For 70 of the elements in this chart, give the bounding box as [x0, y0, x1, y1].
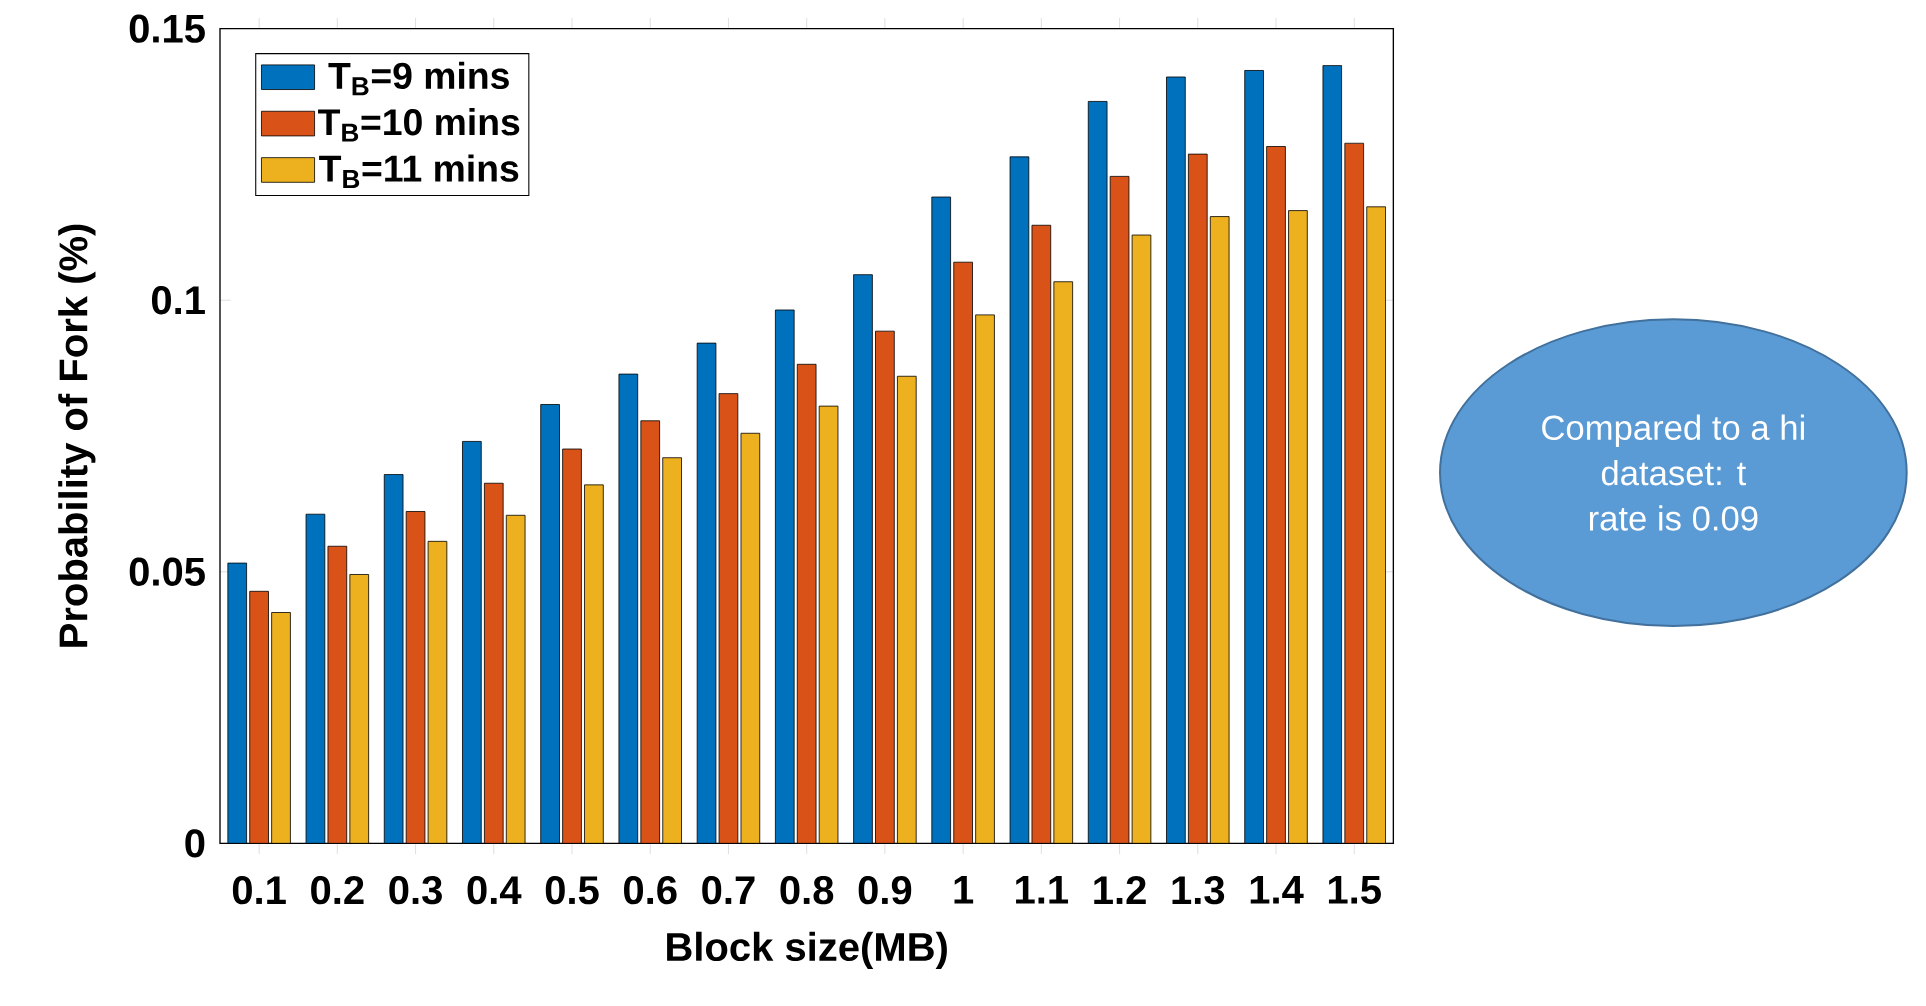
bar: [796, 363, 817, 844]
y-axis-title: Probability of Fork (%): [58, 224, 96, 647]
x-tick-label: 0.4: [467, 875, 522, 905]
bar: [975, 314, 995, 844]
legend-label: T$_{B}$=9 mins: [328, 61, 509, 96]
bar: [305, 513, 326, 844]
x-tick-label: 0.9: [858, 875, 912, 905]
bar: [875, 330, 895, 844]
bar: [618, 373, 639, 844]
y-tick-label: 0.15: [129, 14, 205, 43]
bar: [953, 261, 973, 844]
x-tick-label: 0.7: [702, 875, 755, 905]
bar: [327, 545, 348, 844]
x-axis-title: Block size(MB): [667, 931, 947, 969]
bar: [271, 612, 291, 844]
bar: [462, 441, 482, 844]
x-tick-label: 0.3: [389, 875, 442, 905]
bar: [540, 404, 560, 844]
text: dataset: t: [1601, 459, 1747, 486]
bar: [227, 562, 247, 844]
bar: [897, 375, 917, 844]
bar: [740, 432, 761, 844]
legend-label: T$_{B}$=11 mins: [319, 154, 519, 188]
bar: [1053, 281, 1074, 844]
bar: [640, 420, 661, 844]
bar: [1209, 216, 1230, 844]
bar: [1288, 210, 1308, 844]
bar: [1244, 70, 1264, 844]
legend-label: T$_{B}$=10 mins: [318, 108, 520, 142]
bar: [562, 448, 582, 844]
y-tick-label: 0.1: [151, 286, 205, 315]
bar: [1109, 175, 1130, 844]
bar: [1322, 65, 1343, 844]
text: rate is 0.09: [1589, 505, 1758, 531]
bar: [249, 590, 269, 844]
x-tick-label: 0.6: [624, 875, 677, 905]
bar: [1344, 142, 1365, 844]
bar: [774, 309, 795, 844]
bar: [696, 342, 717, 844]
bar: [1087, 101, 1108, 844]
x-tick-label: 0.1: [232, 875, 286, 905]
bar: [1366, 206, 1386, 844]
y-tick-label: 0.05: [129, 557, 205, 586]
bar: [584, 484, 604, 844]
bar: [662, 457, 682, 844]
x-tick-label: 0.8: [780, 875, 834, 905]
y-tick-label: 0: [185, 829, 205, 858]
x-tick-label: 1.1: [1016, 876, 1069, 904]
x-tick-label: 0.2: [311, 875, 364, 905]
bar: [1188, 153, 1208, 844]
bar: [853, 274, 873, 844]
bar: [1031, 224, 1052, 844]
bar: [405, 511, 426, 844]
x-tick-label: 1.5: [1328, 876, 1381, 904]
bar: [349, 574, 370, 844]
bar: [505, 514, 526, 844]
text: Compared to a hi: [1542, 414, 1804, 447]
bar: [1266, 146, 1286, 844]
x-tick-label: 1.4: [1250, 876, 1304, 904]
bar: [1166, 76, 1186, 844]
bar: [931, 196, 951, 844]
x-tick-label: 1.3: [1172, 875, 1225, 905]
bar: [818, 405, 839, 844]
bar: [383, 474, 404, 844]
bar: [483, 482, 504, 844]
bar: [1009, 156, 1030, 844]
x-tick-label: 0.5: [545, 875, 599, 905]
x-tick-label: 1.2: [1094, 875, 1146, 904]
bar: [718, 393, 739, 844]
x-tick-label: 1: [954, 876, 974, 904]
